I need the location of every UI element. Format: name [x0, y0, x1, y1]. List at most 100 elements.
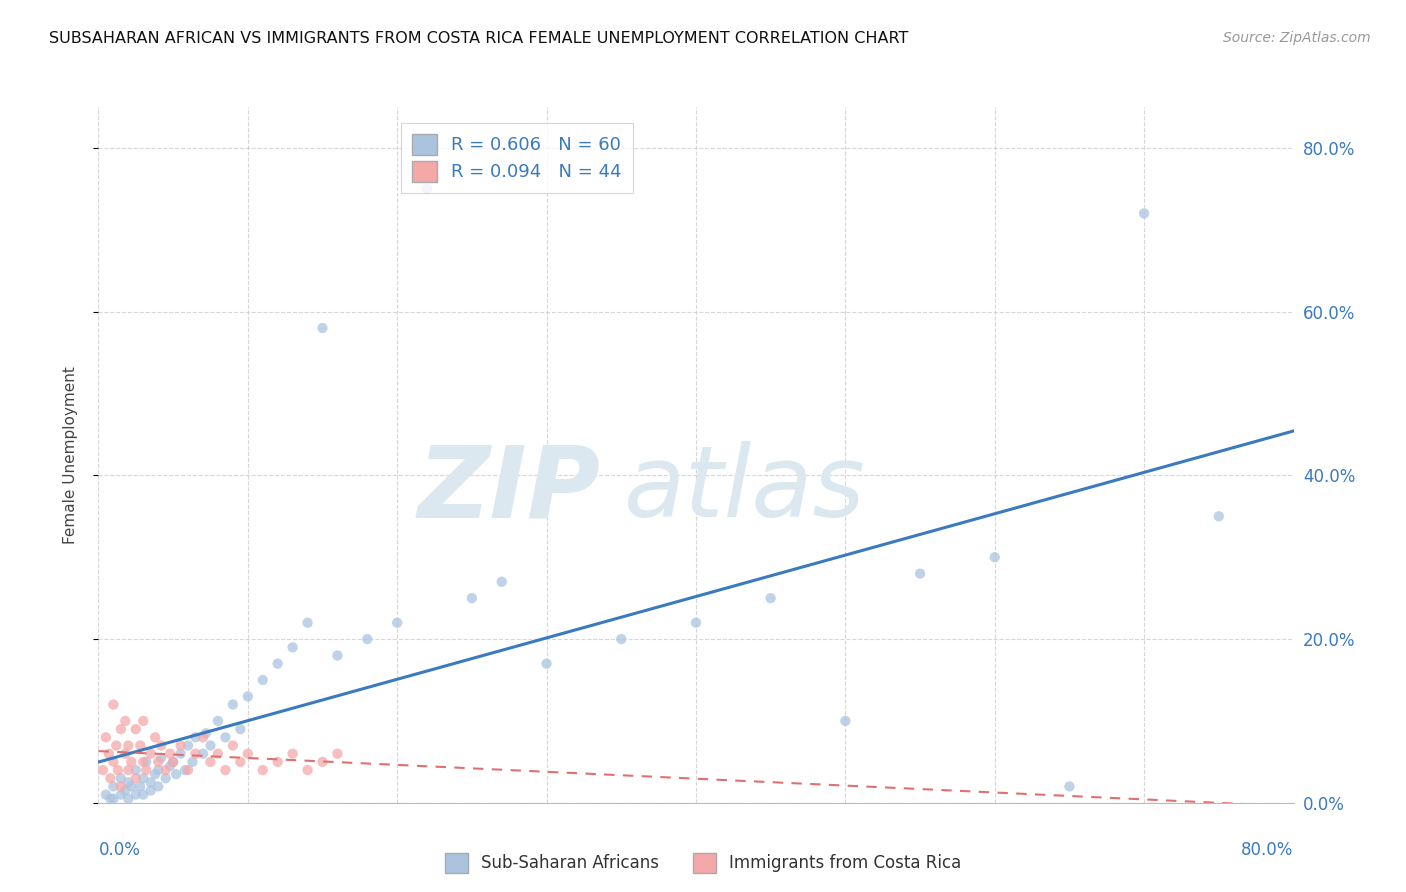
Point [169, 747, 191, 761]
Point [135, 763, 157, 777]
Point [148, 763, 170, 777]
Point [117, 775, 139, 789]
Point [252, 673, 274, 687]
Point [207, 714, 229, 728]
Point [143, 731, 166, 745]
Point [100, 791, 122, 805]
Point [184, 747, 207, 761]
Text: 0.0%: 0.0% [98, 841, 141, 859]
Point [184, 731, 207, 745]
Point [159, 759, 181, 773]
Point [117, 791, 139, 805]
Point [311, 321, 333, 335]
Point [94, 731, 117, 745]
Point [222, 739, 245, 753]
Text: 80.0%: 80.0% [1241, 841, 1294, 859]
Point [297, 763, 319, 777]
Point [229, 755, 252, 769]
Point [148, 755, 170, 769]
Point [984, 550, 1007, 565]
Point [491, 574, 513, 589]
Text: SUBSAHARAN AFRICAN VS IMMIGRANTS FROM COSTA RICA FEMALE UNEMPLOYMENT CORRELATION: SUBSAHARAN AFRICAN VS IMMIGRANTS FROM CO… [49, 31, 908, 46]
Point [311, 755, 333, 769]
Point [125, 722, 148, 736]
Point [103, 755, 125, 769]
Point [103, 698, 125, 712]
Point [125, 771, 148, 785]
Point [114, 714, 136, 728]
Point [103, 791, 125, 805]
Point [252, 763, 274, 777]
Point [114, 783, 136, 797]
Point [139, 775, 162, 789]
Point [267, 755, 290, 769]
Point [181, 755, 204, 769]
Point [281, 747, 304, 761]
Point [177, 739, 200, 753]
Point [110, 788, 132, 802]
Point [165, 767, 187, 781]
Point [125, 788, 148, 802]
Point [326, 747, 349, 761]
Legend: Sub-Saharan Africans, Immigrants from Costa Rica: Sub-Saharan Africans, Immigrants from Co… [437, 847, 969, 880]
Point [103, 780, 125, 794]
Point [117, 763, 139, 777]
Legend: R = 0.606   N = 60, R = 0.094   N = 44: R = 0.606 N = 60, R = 0.094 N = 44 [401, 123, 633, 193]
Point [155, 763, 177, 777]
Point [132, 755, 155, 769]
Point [155, 771, 177, 785]
Point [281, 640, 304, 655]
Point [685, 615, 707, 630]
Point [236, 747, 259, 761]
Point [1059, 780, 1081, 794]
Point [759, 591, 782, 606]
Point [356, 632, 378, 646]
Point [200, 755, 222, 769]
Point [236, 690, 259, 704]
Point [229, 722, 252, 736]
Point [150, 739, 173, 753]
Text: Source: ZipAtlas.com: Source: ZipAtlas.com [1223, 31, 1371, 45]
Point [1133, 206, 1156, 220]
Text: atlas: atlas [624, 442, 866, 538]
Point [214, 763, 236, 777]
Point [100, 771, 122, 785]
Point [132, 714, 155, 728]
Point [222, 698, 245, 712]
Point [148, 780, 170, 794]
Point [107, 763, 129, 777]
Point [416, 182, 439, 196]
Point [91, 763, 114, 777]
Point [191, 731, 214, 745]
Y-axis label: Female Unemployment: Female Unemployment [63, 366, 77, 544]
Point [105, 739, 128, 753]
Point [385, 615, 409, 630]
Point [834, 714, 856, 728]
Point [162, 755, 184, 769]
Point [120, 780, 142, 794]
Point [110, 722, 132, 736]
Point [139, 747, 162, 761]
Point [200, 739, 222, 753]
Point [191, 747, 214, 761]
Point [97, 747, 120, 761]
Point [120, 755, 142, 769]
Point [125, 763, 148, 777]
Point [214, 731, 236, 745]
Point [177, 763, 200, 777]
Point [297, 615, 319, 630]
Point [195, 726, 218, 740]
Point [129, 739, 152, 753]
Point [114, 747, 136, 761]
Point [207, 747, 229, 761]
Point [132, 788, 155, 802]
Point [129, 780, 152, 794]
Point [143, 767, 166, 781]
Point [132, 771, 155, 785]
Point [139, 783, 162, 797]
Point [326, 648, 349, 663]
Point [908, 566, 931, 581]
Point [110, 780, 132, 794]
Point [610, 632, 633, 646]
Point [94, 788, 117, 802]
